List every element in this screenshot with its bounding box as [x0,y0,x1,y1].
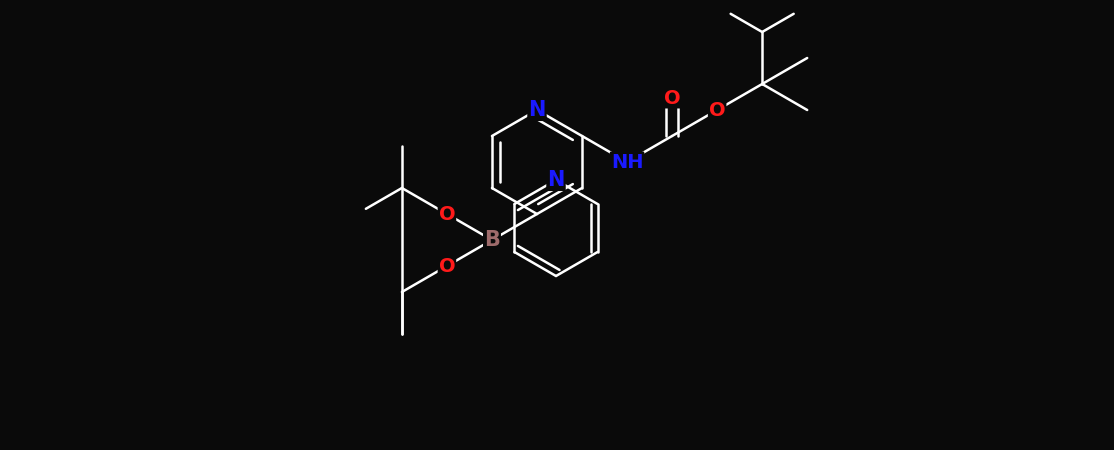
Text: N: N [528,100,546,120]
Text: O: O [439,204,456,224]
Text: O: O [709,100,725,120]
Text: NH: NH [610,153,643,171]
Text: B: B [483,230,500,250]
Text: O: O [439,256,456,275]
Text: N: N [547,170,565,190]
Text: O: O [664,89,681,108]
